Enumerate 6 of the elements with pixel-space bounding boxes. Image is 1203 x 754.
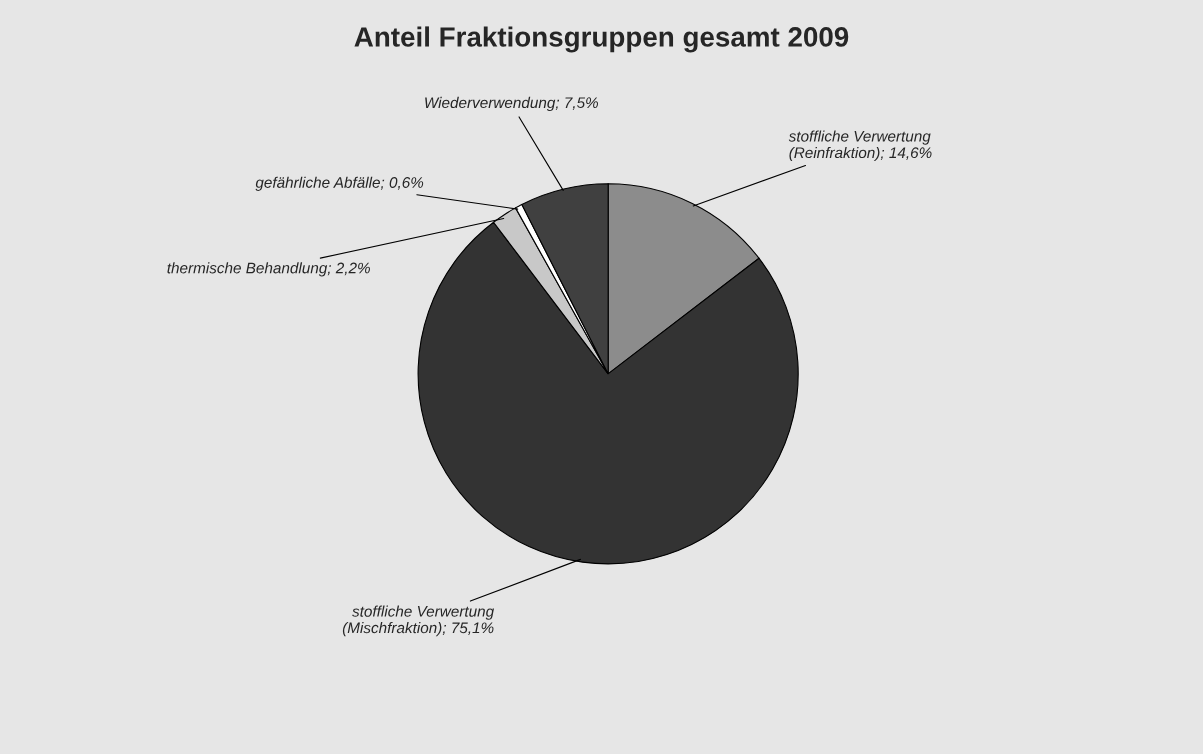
chart-title: Anteil Fraktionsgruppen gesamt 2009 — [354, 26, 849, 53]
slice-label: Wiederverwendung; 7,5% — [425, 96, 598, 112]
slice-label: stoffliche Verwertung (Reinfraktion); 14,6% — [788, 130, 932, 162]
slice-label: gefährliche Abfälle; 0,6% — [255, 176, 424, 191]
slice-label: stoffliche Verwertung (Mischfraktion); 75,1% — [342, 605, 494, 637]
slice-label: thermische Behandlung; 2,2% — [167, 262, 370, 277]
